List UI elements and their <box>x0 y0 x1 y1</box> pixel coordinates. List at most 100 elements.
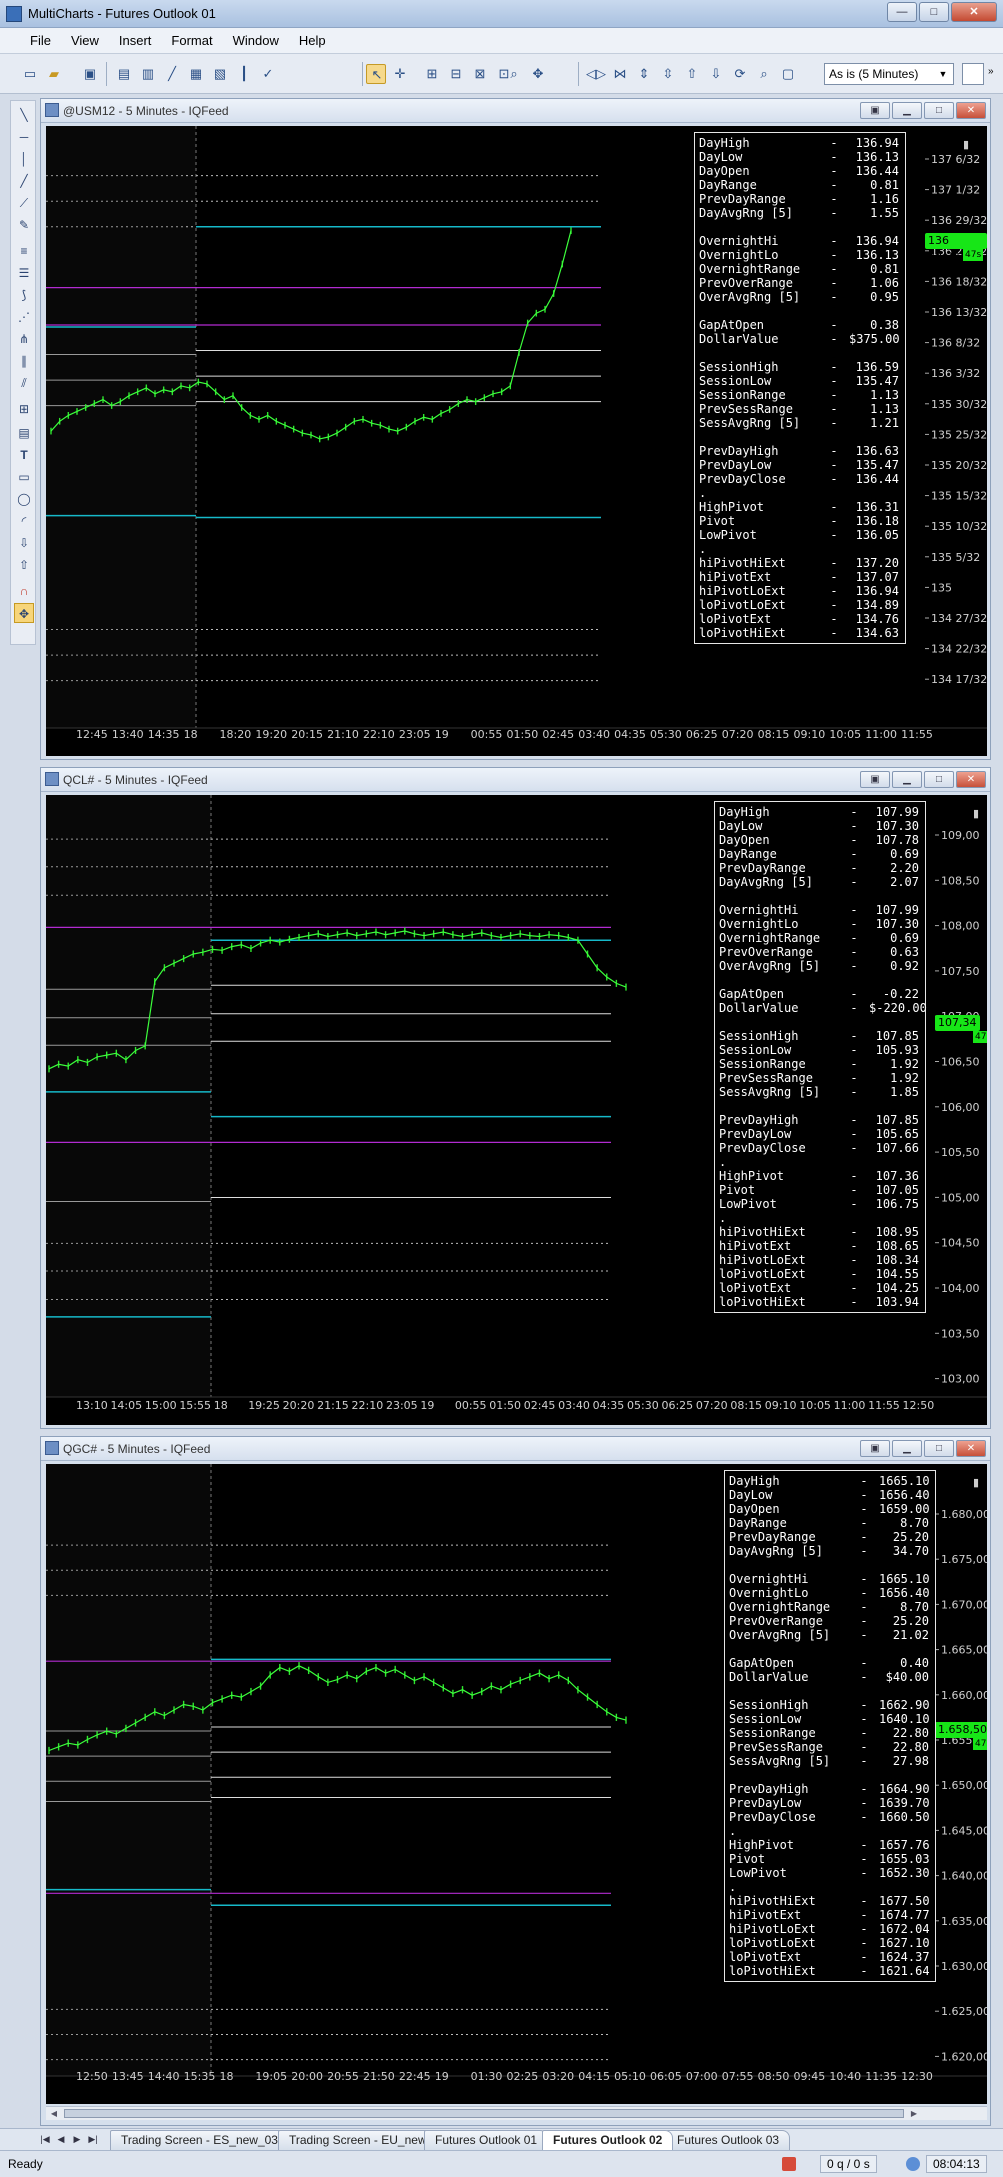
chart-window-maximize-button[interactable]: □ <box>924 1440 954 1457</box>
chart-window-maximize-button[interactable]: □ <box>924 771 954 788</box>
fib-retracement-icon[interactable]: ☰ <box>18 266 30 280</box>
andrews-pitchfork-icon[interactable]: ⋔ <box>18 332 30 346</box>
chart-window-minimize-button[interactable]: ▁ <box>892 1440 922 1457</box>
arrow-up-icon[interactable]: ⇧ <box>18 558 30 572</box>
text-tool-icon[interactable]: T <box>20 448 28 462</box>
chart-type-icon[interactable]: ▤ <box>117 66 131 81</box>
chart-window-qcl[interactable]: QCL# - 5 Minutes - IQFeed ▣ ▁ □ ✕ 109,00… <box>40 767 991 1429</box>
scale-toggle-icon[interactable]: ▮ <box>962 139 970 151</box>
tab-futures-outlook-03[interactable]: Futures Outlook 03 <box>666 2130 791 2150</box>
menu-view[interactable]: View <box>70 32 99 48</box>
chart-window-qgc[interactable]: QGC# - 5 Minutes - IQFeed ▣ ▁ □ ✕ 1.680,… <box>40 1436 991 2126</box>
scroll-left-icon[interactable]: ◁▷ <box>586 66 606 81</box>
chart-window-close-button[interactable]: ✕ <box>956 102 986 119</box>
interval-select[interactable]: As is (5 Minutes) ▼ <box>824 63 954 85</box>
magnet-icon[interactable]: ∩ <box>19 584 29 598</box>
chart-window-maximize-button[interactable]: □ <box>924 102 954 119</box>
extended-line-icon[interactable]: ⟋ <box>19 196 29 210</box>
menu-window[interactable]: Window <box>232 32 279 48</box>
zoom-out-icon[interactable]: ⇳ <box>662 66 674 81</box>
chart-window-restore-button[interactable]: ▣ <box>860 771 890 788</box>
tab-first-icon[interactable]: |◀ <box>40 2134 50 2144</box>
toolbar-blank-field[interactable] <box>962 63 984 85</box>
menu-file[interactable]: File <box>30 32 51 48</box>
cursor-icon[interactable]: ↖ <box>366 64 386 84</box>
insert-window-icon[interactable]: ⊞ <box>426 66 438 81</box>
minimize-button[interactable]: — <box>887 2 917 22</box>
maximize-button[interactable]: □ <box>919 2 949 22</box>
zoom-in-icon[interactable]: ⇕ <box>638 66 650 81</box>
tab-futures-outlook-01[interactable]: Futures Outlook 01 <box>424 2130 549 2150</box>
arc-tool-icon[interactable]: ◜ <box>21 514 27 528</box>
scroll-right-arrow-icon[interactable]: ▶ <box>910 2109 918 2118</box>
regression-channel-icon[interactable]: ⫽ <box>21 376 27 390</box>
crosshair-icon[interactable]: ✛ <box>394 66 406 81</box>
shift-down-icon[interactable]: ⇩ <box>710 66 722 81</box>
price-chart-svg[interactable]: 1.680,00 1.675,00 1.670,00 1.665,00 1.660,00… <box>46 1464 987 2104</box>
toolbar-overflow-icon[interactable]: » <box>988 66 994 77</box>
save-icon[interactable]: ▣ <box>83 66 97 81</box>
chart-plot-area[interactable]: 1.680,00 1.675,00 1.670,00 1.665,00 1.660,00… <box>46 1464 987 2104</box>
bar-chart-icon[interactable]: ▥ <box>141 66 155 81</box>
horizontal-line-icon[interactable]: ─ <box>19 130 29 144</box>
close-button[interactable]: ✕ <box>951 2 997 22</box>
horizontal-scrollbar[interactable]: ◀ ▶ <box>46 2106 987 2120</box>
price-chart-svg[interactable]: 109,00108,50108,00107,50107,00106,50106,… <box>46 795 987 1425</box>
candles-icon[interactable]: ┃ <box>240 66 248 81</box>
format-icon[interactable]: ▧ <box>213 66 227 81</box>
insert-object-icon[interactable]: ⊠ <box>474 66 486 81</box>
tab-prev-icon[interactable]: ◀ <box>57 2134 65 2144</box>
insert-study-icon[interactable]: ⊟ <box>450 66 462 81</box>
fib-fan-icon[interactable]: ⟆ <box>21 288 27 302</box>
connection-status-icon[interactable] <box>782 2157 796 2171</box>
pan-icon[interactable]: ✥ <box>532 66 544 81</box>
ellipse-tool-icon[interactable]: ◯ <box>17 492 31 506</box>
chart-window-usm12[interactable]: @USM12 - 5 Minutes - IQFeed ▣ ▁ □ ✕ 137 … <box>40 98 991 760</box>
check-icon[interactable]: ✓ <box>262 66 274 81</box>
menu-format[interactable]: Format <box>171 32 213 48</box>
vertical-line-icon[interactable]: │ <box>20 152 28 166</box>
notes-icon[interactable]: ▤ <box>18 426 30 440</box>
chart-window-minimize-button[interactable]: ▁ <box>892 102 922 119</box>
scale-toggle-icon[interactable]: ▮ <box>972 1477 980 1489</box>
chart-window-restore-button[interactable]: ▣ <box>860 1440 890 1457</box>
chart-plot-area[interactable]: 109,00108,50108,00107,50107,00106,50106,… <box>46 795 987 1425</box>
scroll-left-arrow-icon[interactable]: ◀ <box>50 2109 58 2118</box>
menu-help[interactable]: Help <box>298 32 326 48</box>
pencil-icon[interactable]: ✎ <box>18 218 30 232</box>
recalc-icon[interactable]: ⟳ <box>734 66 746 81</box>
parallel-lines-icon[interactable]: ≡ <box>20 244 28 258</box>
fib-timezones-icon[interactable]: ∥ <box>21 354 27 368</box>
chevron-down-icon[interactable]: ▼ <box>938 69 948 79</box>
menu-insert[interactable]: Insert <box>118 32 152 48</box>
chart-window-close-button[interactable]: ✕ <box>956 1440 986 1457</box>
tab-next-icon[interactable]: ▶ <box>73 2134 81 2144</box>
scrollbar-thumb[interactable] <box>64 2109 904 2118</box>
zoom-icon[interactable]: ⌕ <box>510 66 518 81</box>
gann-fan-icon[interactable]: ⋰ <box>18 310 30 324</box>
chart-window-minimize-button[interactable]: ▁ <box>892 771 922 788</box>
add-study-icon[interactable]: ▦ <box>189 66 203 81</box>
rectangle-tool-icon[interactable]: ▭ <box>18 470 30 484</box>
shift-up-icon[interactable]: ⇧ <box>686 66 698 81</box>
chart-window-restore-button[interactable]: ▣ <box>860 102 890 119</box>
tab-trading-screen-es[interactable]: Trading Screen - ES_new_03 <box>110 2130 289 2150</box>
alert-icon[interactable]: ⊡ <box>498 66 510 81</box>
tab-trading-screen-eu[interactable]: Trading Screen - EU_new <box>278 2130 438 2150</box>
chart-window-close-button[interactable]: ✕ <box>956 771 986 788</box>
tab-futures-outlook-02[interactable]: Futures Outlook 02 <box>542 2130 674 2150</box>
grid-icon[interactable]: ⊞ <box>18 402 30 416</box>
data-window-icon[interactable]: ▢ <box>781 66 795 81</box>
open-folder-icon[interactable]: ▰ <box>49 66 59 81</box>
new-window-icon[interactable]: ▭ <box>23 66 37 81</box>
line-chart-icon[interactable]: ╱ <box>168 66 176 81</box>
tab-last-icon[interactable]: ▶| <box>88 2134 98 2144</box>
scale-toggle-icon[interactable]: ▮ <box>972 808 980 820</box>
magnifier-icon[interactable]: ⌕ <box>760 66 768 81</box>
ray-icon[interactable]: ╱ <box>20 174 28 188</box>
arrow-down-icon[interactable]: ⇩ <box>18 536 30 550</box>
snap-icon[interactable]: ✥ <box>14 603 34 623</box>
scroll-right-icon[interactable]: ⋈ <box>613 66 627 81</box>
